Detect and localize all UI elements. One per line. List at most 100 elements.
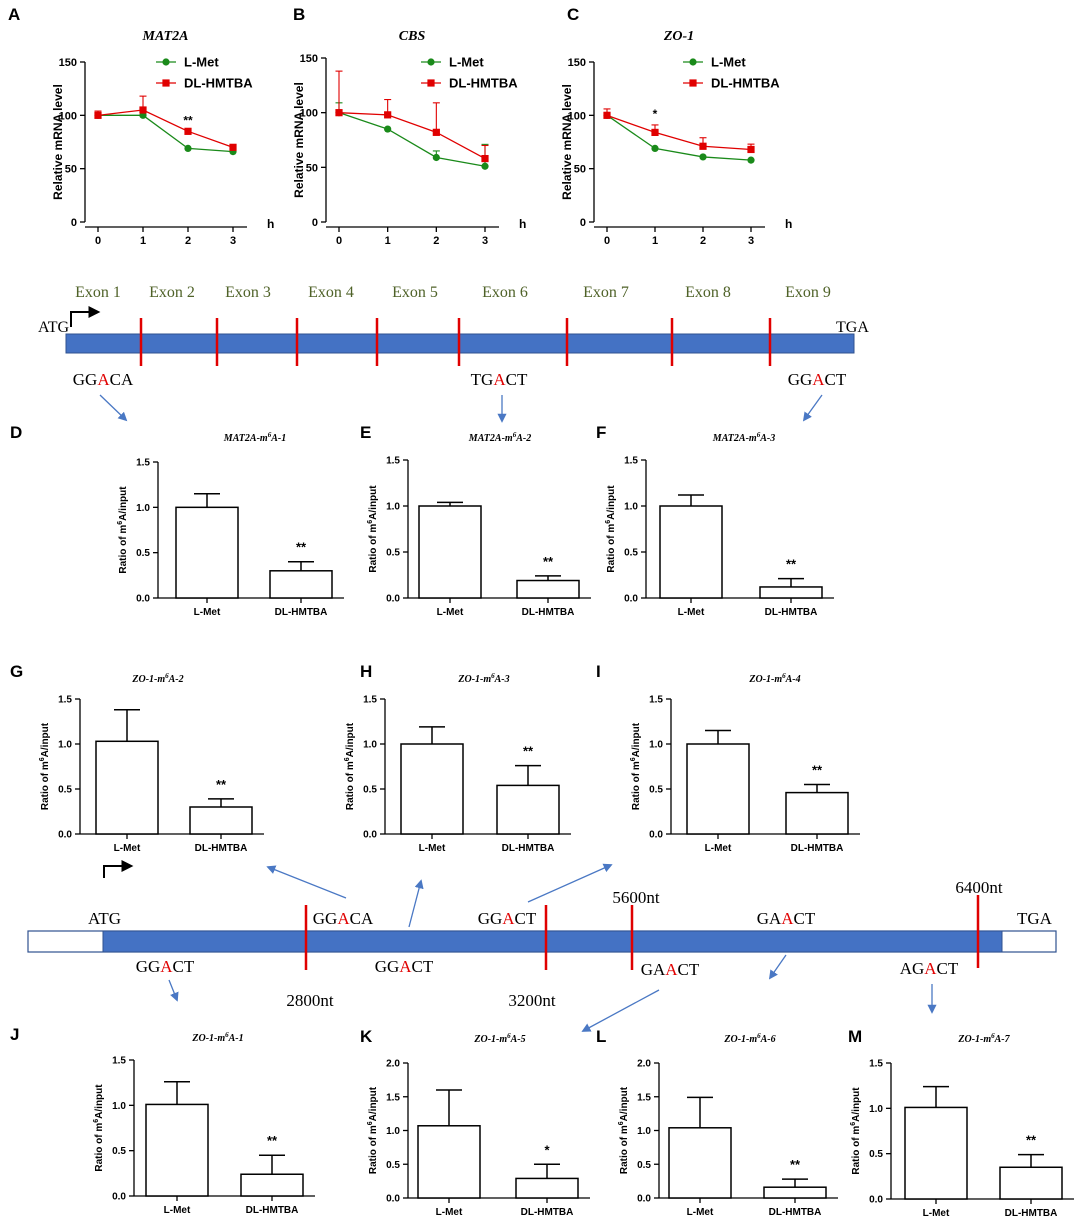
y-tick-label: 2.0: [386, 1059, 400, 1070]
significance-marker: **: [183, 113, 193, 127]
chart-title-superscript: 6: [991, 1032, 995, 1040]
legend-label: L-Met: [711, 55, 746, 70]
y-tick-label: 0.0: [112, 1192, 126, 1203]
data-point: [747, 156, 755, 164]
data-point: [699, 153, 707, 161]
panel-label: C: [567, 5, 579, 24]
y-tick-label: 0.5: [58, 785, 72, 796]
bar-dl-hmtba: [759, 586, 823, 599]
line-chart-c: C ZO-1 0 50 100 150 0 1 2 3 h Relative mRNA level * L…: [560, 5, 792, 247]
y-tick-label: 1.5: [869, 1059, 883, 1070]
bar-dl-hmtba: [269, 570, 333, 599]
chart-title: ZO-1-m6A-3: [457, 672, 509, 685]
position-label: 5600nt: [612, 888, 660, 907]
y-tick-label: 100: [59, 110, 77, 122]
panel-label: L: [596, 1027, 606, 1046]
y-tick-label: 0.0: [136, 594, 150, 605]
chart-title-superscript: 6: [757, 431, 761, 439]
y-axis-label-part: Ratio of m: [368, 1125, 379, 1174]
legend-label: DL-HMTBA: [184, 76, 253, 91]
significance-marker: **: [216, 777, 227, 792]
x-tick-label: DL-HMTBA: [765, 607, 818, 618]
site-arrows: [99, 394, 823, 423]
x-tick-label: DL-HMTBA: [791, 843, 844, 854]
x-tick-label: DL-HMTBA: [246, 1205, 299, 1216]
legend-label: L-Met: [449, 55, 484, 70]
start-codon: ATG: [88, 909, 121, 928]
x-tick-label: DL-HMTBA: [195, 843, 248, 854]
x-tick-label: 0: [336, 235, 342, 247]
panel-label: F: [596, 423, 606, 442]
chart-title: MAT2A-m6A-1: [223, 431, 286, 444]
exon-label: Exon 9: [785, 284, 831, 301]
significance-marker: **: [812, 763, 823, 778]
chart-title-superscript: 6: [513, 431, 517, 439]
significance-marker: **: [296, 540, 307, 555]
data-point: [162, 79, 170, 87]
chart-title-superscript: 6: [782, 672, 786, 680]
y-axis-label-part: A/input: [94, 1084, 105, 1119]
chart-title-superscript: 6: [757, 1032, 761, 1040]
y-tick-label: 0: [71, 217, 77, 229]
y-tick-label: 0.0: [624, 594, 638, 605]
y-tick-label: 0.0: [386, 594, 400, 605]
y-axis-label-superscript: 6: [344, 757, 351, 761]
panel-label: M: [848, 1027, 862, 1046]
arrow-icon: [99, 394, 128, 422]
y-axis-label-part: A/input: [606, 485, 617, 520]
y-tick-label: 0.5: [386, 548, 400, 559]
y-axis-label: Ratio of m6A/input: [618, 1086, 630, 1174]
panel-label: B: [293, 5, 305, 24]
chart-title: ZO-1-m6A-7: [957, 1032, 1010, 1045]
chart-title-superscript: 6: [268, 431, 272, 439]
position-label: 6400nt: [955, 878, 1003, 897]
panel-label: H: [360, 662, 372, 681]
exon-label: Exon 2: [149, 284, 195, 301]
stop-codon: TGA: [1017, 909, 1053, 928]
y-tick-label: 1.0: [386, 1126, 400, 1137]
bar-dl-hmtba: [515, 1177, 579, 1199]
exon-boundaries: [139, 318, 772, 366]
chart-title-part: A-7: [994, 1034, 1011, 1045]
m6a-site-motif: GAACT: [757, 909, 816, 928]
chart-title: ZO-1-m6A-5: [473, 1032, 525, 1045]
x-tick-label: 0: [604, 235, 610, 247]
y-axis-label: Relative mRNA level: [51, 84, 65, 200]
bar-dl-hmtba: [189, 806, 253, 835]
bar-l-met: [175, 506, 239, 599]
data-point: [94, 111, 102, 119]
chart-title: ZO-1-m6A-6: [723, 1032, 775, 1045]
y-tick-label: 150: [300, 53, 318, 65]
data-point: [384, 111, 392, 119]
x-tick-label: DL-HMTBA: [502, 843, 555, 854]
significance-marker: *: [653, 107, 658, 121]
y-tick-label: 1.5: [637, 1092, 651, 1103]
y-axis-label-part: A/input: [118, 486, 129, 521]
zo1-upper-arrows: [266, 863, 613, 928]
bar-l-met: [95, 740, 159, 835]
y-axis-label-superscript: 6: [117, 521, 124, 525]
legend-label: L-Met: [184, 55, 219, 70]
x-tick-label: DL-HMTBA: [769, 1207, 822, 1218]
x-axis-label: h: [519, 217, 526, 231]
y-axis-label-part: Ratio of m: [345, 761, 356, 810]
zo1-lower-arrows: [168, 954, 937, 1032]
panel-label: A: [8, 5, 20, 24]
data-point: [603, 111, 611, 119]
m6a-site-motif: GGACT: [478, 909, 537, 928]
y-tick-label: 0.0: [869, 1195, 883, 1206]
y-tick-label: 0.0: [363, 830, 377, 841]
x-tick-label: 3: [482, 235, 488, 247]
x-axis-label: h: [785, 217, 792, 231]
chart-title-superscript: 6: [165, 672, 169, 680]
x-tick-label: L-Met: [678, 607, 705, 618]
y-tick-label: 1.5: [363, 695, 377, 706]
data-point: [162, 58, 170, 66]
data-point: [481, 162, 489, 170]
x-tick-label: L-Met: [194, 607, 221, 618]
chart-title: ZO-1-m6A-4: [748, 672, 800, 685]
y-tick-label: 1.5: [136, 458, 150, 469]
y-tick-label: 1.0: [58, 740, 72, 751]
